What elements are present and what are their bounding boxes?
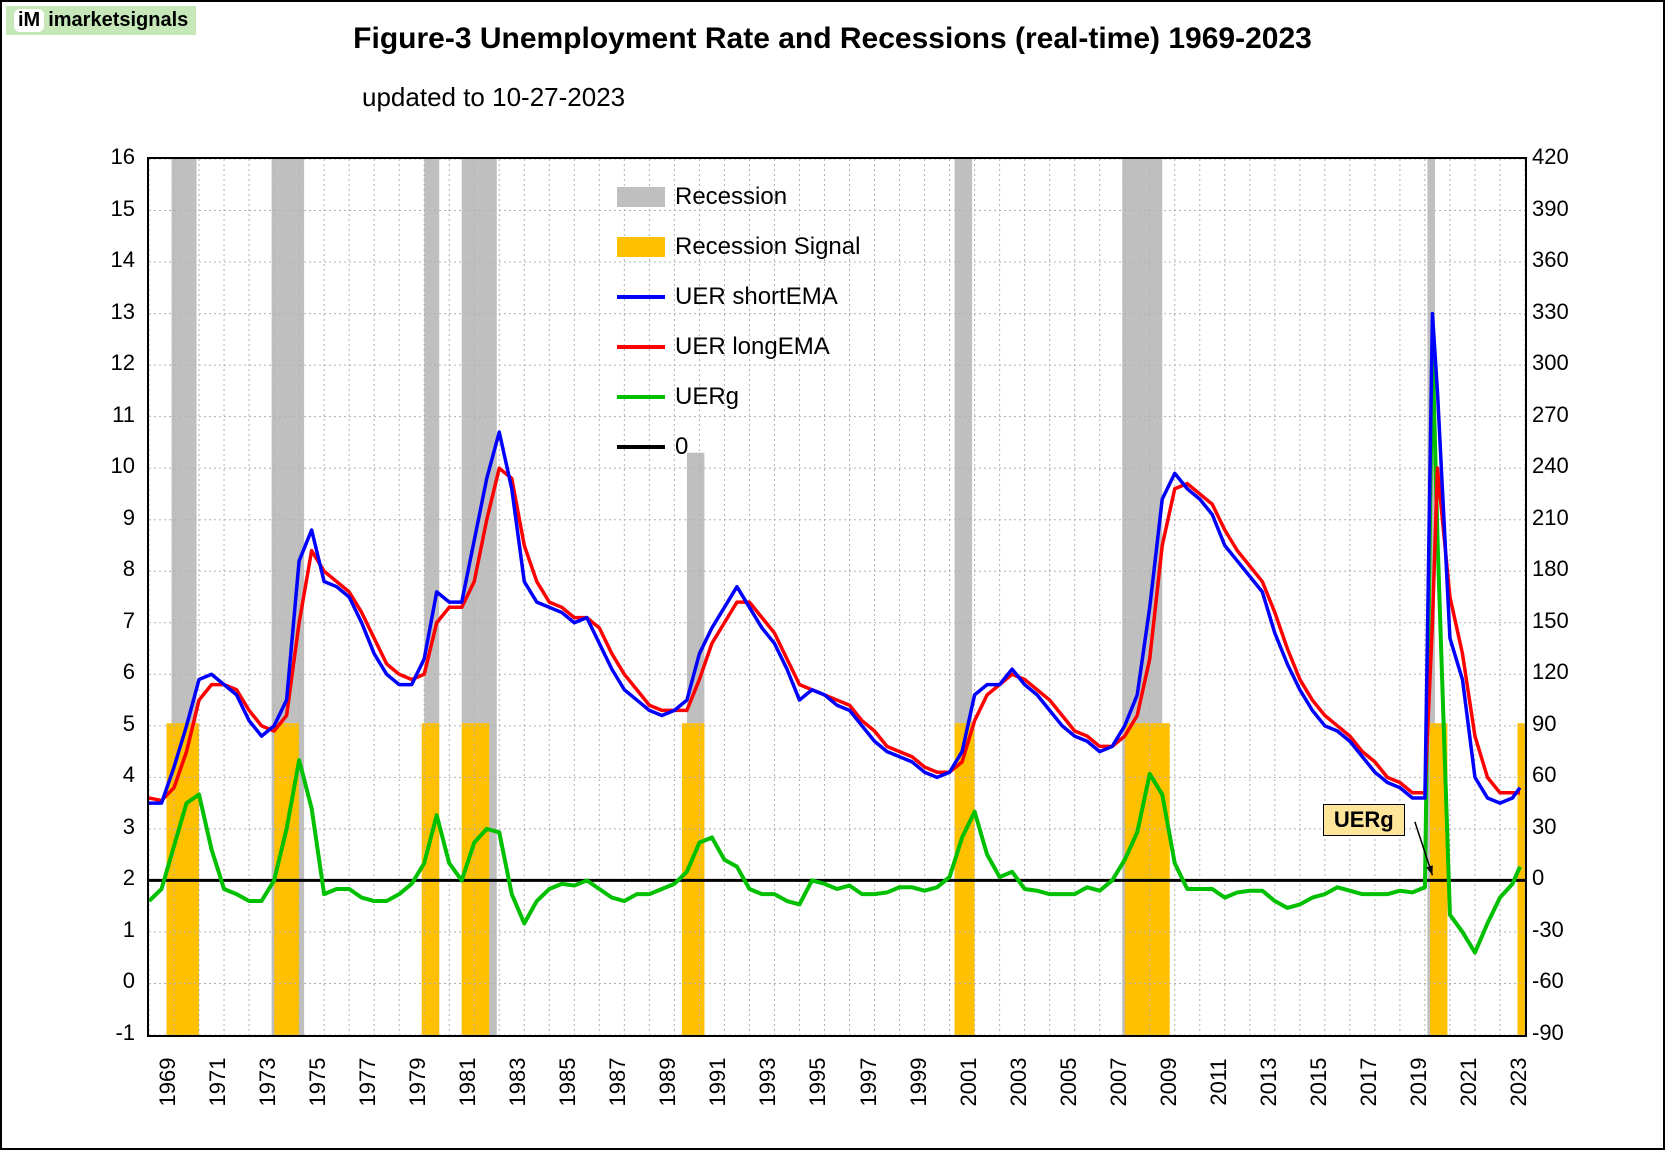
x-tick: 2007 [1106,1058,1132,1107]
legend-swatch [617,237,665,257]
legend-item: UER shortEMA [617,272,860,322]
legend-line [617,395,665,399]
y-left-tick: 15 [85,196,135,222]
x-tick: 1997 [856,1058,882,1107]
y-right-tick: 150 [1532,608,1592,634]
y-left-tick: 5 [85,711,135,737]
y-right-tick: 330 [1532,299,1592,325]
legend-label: UER longEMA [675,322,830,372]
y-right-tick: -60 [1532,968,1592,994]
x-tick: 1987 [605,1058,631,1107]
x-tick: 1973 [255,1058,281,1107]
x-tick: 2005 [1056,1058,1082,1107]
y-right-tick: 300 [1532,350,1592,376]
y-right-tick: 30 [1532,814,1592,840]
x-tick: 1977 [355,1058,381,1107]
y-left-tick: 3 [85,814,135,840]
legend-item: Recession Signal [617,222,860,272]
figure-container: iM imarketsignals Figure-3 Unemployment … [0,0,1665,1150]
legend-item: UER longEMA [617,322,860,372]
legend-label: UERg [675,372,739,422]
x-tick: 2017 [1356,1058,1382,1107]
x-tick: 2001 [956,1058,982,1107]
y-left-tick: 4 [85,762,135,788]
y-left-tick: 10 [85,453,135,479]
y-left-tick: 13 [85,299,135,325]
legend-item: UERg [617,372,860,422]
y-left-tick: 11 [85,402,135,428]
y-right-tick: 420 [1532,144,1592,170]
y-left-tick: 7 [85,608,135,634]
y-left-tick: 16 [85,144,135,170]
legend: RecessionRecession SignalUER shortEMAUER… [617,172,860,472]
x-tick: 1993 [755,1058,781,1107]
y-left-tick: 1 [85,917,135,943]
x-tick: 2019 [1406,1058,1432,1107]
y-right-tick: 120 [1532,659,1592,685]
legend-line [617,345,665,349]
x-tick: 1983 [505,1058,531,1107]
x-tick: 2003 [1006,1058,1032,1107]
x-tick: 1969 [155,1058,181,1107]
legend-line [617,295,665,299]
y-left-tick: 6 [85,659,135,685]
x-tick: 1989 [655,1058,681,1107]
x-tick: 1979 [405,1058,431,1107]
x-tick: 1975 [305,1058,331,1107]
y-left-tick: 14 [85,247,135,273]
y-left-tick: 8 [85,556,135,582]
y-left-tick: -1 [85,1020,135,1046]
legend-label: Recession Signal [675,222,860,272]
x-tick: 2013 [1256,1058,1282,1107]
y-right-tick: 360 [1532,247,1592,273]
x-tick: 1985 [555,1058,581,1107]
x-tick: 1981 [455,1058,481,1107]
y-right-tick: -30 [1532,917,1592,943]
y-right-tick: 390 [1532,196,1592,222]
y-right-tick: 90 [1532,711,1592,737]
y-left-tick: 9 [85,505,135,531]
y-right-tick: 210 [1532,505,1592,531]
legend-item: Recession [617,172,860,222]
y-right-tick: 270 [1532,402,1592,428]
y-right-tick: 0 [1532,865,1592,891]
y-left-tick: 2 [85,865,135,891]
legend-line [617,445,665,449]
x-tick: 1971 [205,1058,231,1107]
x-tick: 2015 [1306,1058,1332,1107]
chart-subtitle: updated to 10-27-2023 [362,82,625,113]
legend-label: 0 [675,422,688,472]
legend-item: 0 [617,422,860,472]
x-tick: 2021 [1456,1058,1482,1107]
x-tick: 2009 [1156,1058,1182,1107]
y-right-tick: 180 [1532,556,1592,582]
legend-label: Recession [675,172,787,222]
y-left-tick: 12 [85,350,135,376]
y-right-tick: 60 [1532,762,1592,788]
legend-label: UER shortEMA [675,272,838,322]
chart-title: Figure-3 Unemployment Rate and Recession… [2,22,1663,56]
x-tick: 1991 [705,1058,731,1107]
x-tick: 1995 [805,1058,831,1107]
y-left-tick: 0 [85,968,135,994]
y-right-tick: -90 [1532,1020,1592,1046]
x-tick: 2011 [1206,1058,1232,1105]
y-right-tick: 240 [1532,453,1592,479]
uerg-annotation: UERg [1323,804,1405,836]
x-tick: 1999 [906,1058,932,1107]
legend-swatch [617,187,665,207]
x-tick: 2023 [1506,1058,1532,1107]
